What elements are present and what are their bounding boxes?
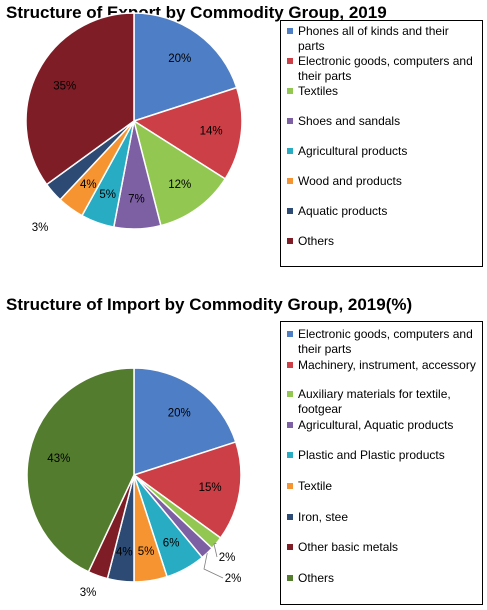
legend-item-wood-and-products: Wood and products — [287, 174, 478, 189]
data-label-agricultural-products: 5% — [99, 189, 116, 201]
data-label-phones-all-of-kinds-and-their-parts: 20% — [168, 53, 191, 65]
pie-slice-phones-all-of-kinds-and-their-parts — [133, 12, 238, 123]
legend-swatch — [287, 331, 293, 337]
import-pie-chart: 20% 15% 2% 2% 6% 5% 4% 3% 43% — [26, 367, 242, 599]
legend-swatch — [287, 118, 293, 124]
import-chart-title: Structure of Import by Commodity Group, … — [6, 295, 413, 314]
legend-label: Phones all of kinds and their parts — [298, 24, 449, 53]
legend-item-others: Others — [287, 571, 478, 586]
pie-slice-others — [25, 12, 135, 186]
legend-label: Others — [298, 571, 335, 585]
legend-swatch — [287, 238, 293, 244]
legend-item-plastic-and-plastic-products: Plastic and Plastic products — [287, 448, 478, 463]
pie-slice-others — [26, 367, 135, 573]
legend-label: Electronic goods, computers and their pa… — [298, 327, 473, 356]
legend-item-iron-stee: Iron, stee — [287, 510, 478, 525]
legend-item-machinery-instrument-accessory: Machinery, instrument, accessory — [287, 358, 478, 373]
legend-swatch — [287, 88, 293, 94]
import-legend: Electronic goods, computers and their pa… — [280, 321, 483, 605]
legend-swatch — [287, 58, 293, 64]
legend-swatch — [287, 178, 293, 184]
data-label-electronic-goods-computers-and-their-parts: 20% — [168, 408, 191, 420]
legend-item-phones-all-of-kinds-and-their-parts: Phones all of kinds and their parts — [287, 24, 478, 54]
legend-item-aquatic-products: Aquatic products — [287, 204, 478, 219]
data-label-others: 35% — [53, 81, 76, 93]
data-label-agricultural-aquatic-products: 2% — [225, 573, 242, 585]
legend-swatch — [287, 514, 293, 520]
legend-item-agricultural-products: Agricultural products — [287, 144, 478, 159]
data-label-machinery-instrument-accessory: 15% — [199, 482, 222, 494]
data-label-auxiliary-materials-for-textile-footgear: 2% — [219, 552, 236, 564]
legend-item-shoes-and-sandals: Shoes and sandals — [287, 114, 478, 129]
pie-slice-textiles — [132, 119, 227, 227]
legend-label: Shoes and sandals — [298, 114, 401, 128]
legend-label: Aquatic products — [298, 204, 388, 218]
data-label-electronic-goods-computers-and-their-parts: 14% — [200, 126, 223, 138]
legend-swatch — [287, 391, 293, 397]
pie-slice-machinery-instrument-accessory — [132, 440, 242, 539]
legend-item-auxiliary-materials-for-textile-footgear: Auxiliary materials for textile, footgea… — [287, 387, 478, 417]
legend-swatch — [287, 208, 293, 214]
legend-item-textiles: Textiles — [287, 84, 478, 99]
legend-swatch — [287, 148, 293, 154]
leader-line-agricultural-aquatic-products — [203, 552, 224, 579]
data-label-textiles: 12% — [168, 179, 191, 191]
legend-label: Plastic and Plastic products — [298, 448, 445, 462]
pie-slice-electronic-goods-computers-and-their-parts — [133, 367, 237, 477]
data-label-shoes-and-sandals: 7% — [128, 194, 145, 206]
legend-item-electronic-goods-computers-and-their-parts: Electronic goods, computers and their pa… — [287, 54, 478, 84]
legend-swatch — [287, 362, 293, 368]
legend-label: Agricultural products — [298, 144, 408, 158]
legend-label: Wood and products — [298, 174, 402, 188]
pie-slice-electronic-goods-computers-and-their-parts — [132, 86, 243, 180]
legend-label: Others — [298, 234, 335, 248]
legend-item-others: Others — [287, 234, 478, 249]
data-label-other-basic-metals: 3% — [80, 587, 97, 599]
data-label-aquatic-products: 3% — [32, 222, 49, 234]
legend-item-textile: Textile — [287, 479, 478, 494]
legend-label: Agricultural, Aquatic products — [298, 418, 454, 432]
legend-swatch — [287, 28, 293, 34]
export-pie-chart: 20% 14% 12% 7% 5%4% 3% 35% — [25, 12, 243, 234]
legend-label: Other basic metals — [298, 540, 399, 554]
legend-label: Electronic goods, computers and their pa… — [298, 54, 473, 83]
data-label-plastic-and-plastic-products: 6% — [163, 538, 180, 550]
legend-label: Auxiliary materials for textile, footgea… — [298, 387, 451, 416]
legend-swatch — [287, 575, 293, 581]
legend-label: Textiles — [298, 84, 339, 98]
legend-swatch — [287, 422, 293, 428]
legend-item-electronic-goods-computers-and-their-parts: Electronic goods, computers and their pa… — [287, 327, 478, 357]
legend-label: Machinery, instrument, accessory — [298, 358, 476, 372]
data-label-iron-stee: 4% — [116, 546, 133, 558]
data-label-others: 43% — [47, 453, 70, 465]
export-legend: Phones all of kinds and their parts Elect… — [280, 20, 483, 267]
legend-label: Textile — [298, 479, 333, 493]
legend-item-other-basic-metals: Other basic metals — [287, 540, 478, 555]
legend-label: Iron, stee — [298, 510, 349, 524]
legend-item-agricultural-aquatic-products: Agricultural, Aquatic products — [287, 418, 478, 433]
legend-swatch — [287, 483, 293, 489]
legend-swatch — [287, 544, 293, 550]
legend-swatch — [287, 452, 293, 458]
data-label-textile: 5% — [138, 546, 155, 558]
data-label-wood-and-products: 4% — [80, 179, 97, 191]
leader-line-auxiliary-materials-for-textile-footgear — [213, 542, 218, 558]
